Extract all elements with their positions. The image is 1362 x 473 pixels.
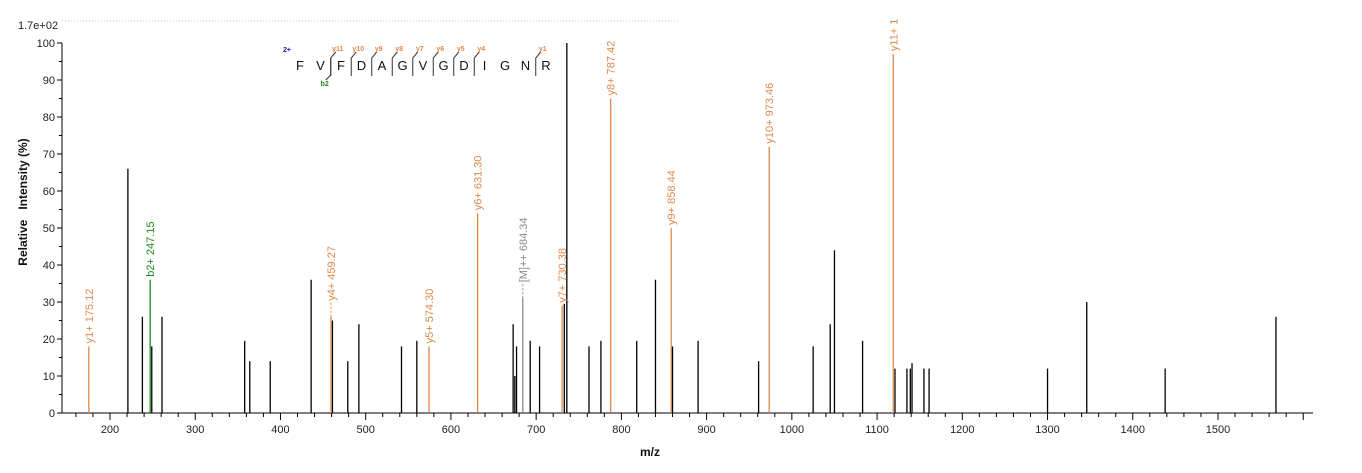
axes <box>61 43 1313 414</box>
y-ion-marker-label: y8 <box>395 46 403 53</box>
b-ion-marker-label: b2 <box>321 81 329 88</box>
sequence-letter: G <box>397 58 407 73</box>
y-tick-label: 50 <box>43 223 55 235</box>
sequence-letter: V <box>419 58 428 73</box>
x-tick-label: 500 <box>357 424 375 436</box>
x-tick-label: 400 <box>271 424 289 436</box>
y-ion-break-marker <box>412 51 419 76</box>
sequence-letter: R <box>541 58 550 73</box>
peak-label: y11+ 1 <box>888 19 900 52</box>
peak-label: y4+ 459.27 <box>326 246 338 301</box>
y-ion-marker-label: y11 <box>332 46 343 53</box>
sequence-letter: N <box>521 58 530 73</box>
y-ion-break-marker <box>432 51 439 76</box>
y-ion-marker-label: y10 <box>352 46 364 53</box>
y-tick-label: 40 <box>43 260 55 272</box>
peak-label: y8+ 787.42 <box>606 41 618 96</box>
y-ion-break-marker <box>453 51 460 76</box>
y-ion-break-marker <box>391 51 398 76</box>
x-tick-label: 600 <box>442 424 460 436</box>
peaks <box>88 43 1277 413</box>
x-tick-label: 1100 <box>865 424 889 436</box>
y-ion-break-marker <box>350 51 357 76</box>
peak-label: y10+ 973.46 <box>764 83 776 144</box>
y-ion-break-marker <box>535 51 542 76</box>
y-tick-label: 80 <box>43 112 55 124</box>
y-ion-marker-label: y4 <box>477 46 485 53</box>
y-ion-break-marker <box>330 51 337 76</box>
x-tick-label: 1400 <box>1121 424 1145 436</box>
x-tick-label: 200 <box>101 424 119 436</box>
sequence-letter: I <box>483 58 487 73</box>
y-ion-marker-label: y9 <box>375 46 383 53</box>
y-tick-label: 0 <box>49 408 55 420</box>
x-axis-ticks: 200 300 400 500 600 700 800 900 1000 1100 1200 1300… <box>75 413 1304 436</box>
y-ion-marker-label: y7 <box>416 46 424 53</box>
sequence-letter: F <box>337 58 345 73</box>
y-ion-break-marker <box>473 51 480 76</box>
y-ion-marker-label: y1 <box>539 46 547 53</box>
y-tick-label: 90 <box>43 75 55 87</box>
peak-label: y5+ 574.30 <box>424 289 436 344</box>
y-tick-label: 60 <box>43 186 55 198</box>
peak-label: y9+ 858.44 <box>666 170 678 225</box>
sequence-letter: V <box>316 58 325 73</box>
y-tick-label: 10 <box>43 371 55 383</box>
peak-label: y1+ 175.12 <box>84 289 96 344</box>
y-tick-label: 20 <box>43 334 55 346</box>
peak-label: y7+ 730.38 <box>557 248 569 303</box>
x-tick-label: 900 <box>697 424 715 436</box>
x-tick-label: 1300 <box>1035 424 1059 436</box>
x-tick-label: 700 <box>527 424 545 436</box>
y-tick-label: 100 <box>37 38 55 50</box>
charge-state-label: 2+ <box>283 47 291 54</box>
sequence-letter: A <box>378 58 387 73</box>
sequence-letter: G <box>500 58 510 73</box>
scale-label: 1.7e+02 <box>18 20 58 32</box>
peak-labels: y1+ 175.12 b2+ 247.15 y4+ 459.27 y5+ 574.30… <box>84 19 900 344</box>
x-axis-title: m/z <box>640 445 660 459</box>
sequence-letter: D <box>357 58 366 73</box>
x-tick-label: 300 <box>186 424 204 436</box>
y-ion-marker-label: y6 <box>436 46 444 53</box>
y-tick-label: 70 <box>43 149 55 161</box>
peak-label: b2+ 247.15 <box>145 221 157 276</box>
sequence-letter: G <box>438 58 448 73</box>
sequence-letter: D <box>459 58 468 73</box>
y-axis-title: Relative Intensity (%) <box>16 138 30 265</box>
b-ion-break-marker <box>325 58 332 81</box>
x-tick-label: 1500 <box>1206 424 1230 436</box>
x-tick-label: 800 <box>612 424 630 436</box>
y-ion-marker-label: y5 <box>457 46 465 53</box>
peak-label: [M]++ 684.34 <box>518 217 530 282</box>
sequence-letter: F <box>296 58 304 73</box>
y-ion-break-marker <box>371 51 378 76</box>
peak-label: y6+ 631.30 <box>473 155 485 210</box>
x-tick-label: 1000 <box>780 424 804 436</box>
x-tick-label: 1200 <box>950 424 974 436</box>
y-tick-label: 30 <box>43 297 55 309</box>
y-axis-ticks: 0 10 20 30 40 50 60 70 80 90 100 <box>37 38 62 420</box>
